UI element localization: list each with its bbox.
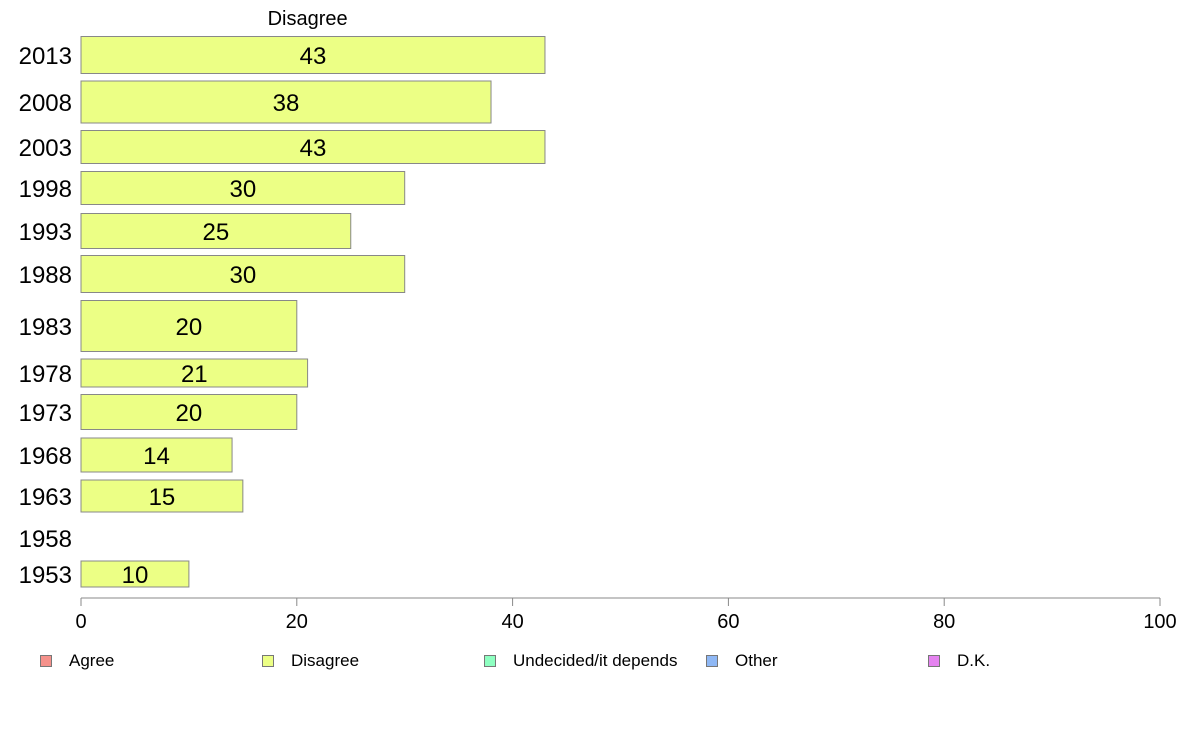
bar: [80, 479, 244, 513]
x-tick-label: 0: [75, 611, 86, 633]
y-tick-label: 1963: [19, 484, 72, 511]
x-tick-label: 20: [286, 611, 308, 633]
legend: Agree Disagree Undecided/it depends Othe…: [0, 652, 1188, 672]
x-tick-label: 40: [501, 611, 523, 633]
legend-item-agree: Agree: [40, 652, 114, 670]
bar: [80, 80, 492, 124]
legend-item-undecided: Undecided/it depends: [484, 652, 677, 670]
chart-title: Disagree: [268, 8, 348, 30]
legend-swatch-undecided: [484, 655, 496, 667]
legend-label-agree: Agree: [69, 651, 115, 670]
legend-item-other: Other: [706, 652, 778, 670]
bar-chart: Disagree 2013 43 2008 38 2003 43 1998 30 1993 25 19…: [19, 8, 1177, 633]
bar-data-label: 10: [122, 562, 149, 589]
y-tick-label: 1973: [19, 400, 72, 427]
bar: [80, 300, 298, 352]
y-tick-label: 1998: [19, 176, 72, 203]
bar: [80, 394, 298, 430]
legend-swatch-agree: [40, 655, 52, 667]
legend-label-other: Other: [735, 651, 778, 670]
bar-data-label: 14: [143, 443, 170, 470]
legend-swatch-disagree: [262, 655, 274, 667]
bar: [80, 130, 546, 164]
legend-item-dk: D.K.: [928, 652, 990, 670]
bar-data-label: 38: [273, 90, 300, 117]
bar-data-label: 20: [176, 314, 203, 341]
bar: [80, 437, 233, 473]
bar: [80, 358, 309, 388]
legend-label-undecided: Undecided/it depends: [513, 651, 678, 670]
bar: [80, 255, 406, 293]
bar: [80, 560, 190, 588]
bar-data-label: 30: [229, 262, 256, 289]
y-tick-label: 2013: [19, 43, 72, 70]
legend-item-disagree: Disagree: [262, 652, 359, 670]
y-tick-label: 1958: [19, 526, 72, 553]
y-tick-label: 2003: [19, 135, 72, 162]
x-tick-label: 100: [1143, 611, 1176, 633]
y-tick-label: 2008: [19, 90, 72, 117]
y-tick-label: 1978: [19, 361, 72, 388]
legend-swatch-other: [706, 655, 718, 667]
legend-swatch-dk: [928, 655, 940, 667]
bar: [80, 36, 546, 74]
legend-label-dk: D.K.: [957, 651, 991, 670]
bar-data-label: 15: [149, 484, 176, 511]
bar-data-label: 20: [176, 400, 203, 427]
y-tick-label: 1983: [19, 314, 72, 341]
y-tick-label: 1988: [19, 262, 72, 289]
x-tick-label: 60: [717, 611, 739, 633]
bar-data-label: 43: [300, 135, 327, 162]
y-tick-label: 1953: [19, 562, 72, 589]
bar-data-label: 25: [203, 219, 230, 246]
y-tick-label: 1993: [19, 219, 72, 246]
bar-data-label: 21: [181, 361, 208, 388]
y-tick-label: 1968: [19, 443, 72, 470]
bar-data-label: 30: [229, 176, 256, 203]
bar-data-label: 43: [300, 43, 327, 70]
bar: [80, 213, 352, 249]
x-tick-label: 80: [933, 611, 955, 633]
bar: [80, 171, 406, 205]
legend-label-disagree: Disagree: [291, 651, 360, 670]
